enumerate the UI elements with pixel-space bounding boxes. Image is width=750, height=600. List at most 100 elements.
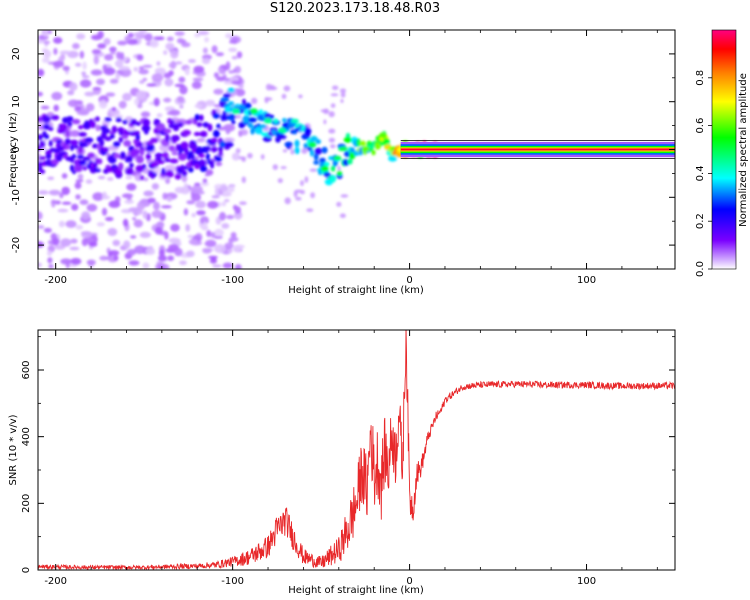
ridge-blob <box>78 159 87 166</box>
ridge-blob <box>248 117 257 123</box>
noise-blob <box>168 244 179 251</box>
ridge-blob <box>198 153 205 158</box>
noise-blob <box>111 107 117 112</box>
noise-blob <box>213 235 223 239</box>
noise-blob <box>336 201 342 207</box>
ridge-blob <box>214 156 223 162</box>
noise-blob <box>113 114 124 119</box>
ridge-blob <box>333 155 342 161</box>
ridge-blob <box>93 162 98 170</box>
noise-blob <box>191 81 202 89</box>
noise-blob <box>156 36 165 41</box>
noise-blob <box>231 80 242 85</box>
noise-blob <box>136 54 144 61</box>
noise-blob <box>224 199 230 203</box>
noise-blob <box>309 168 318 172</box>
x-tick-label: 100 <box>577 576 596 587</box>
noise-blob <box>228 47 238 52</box>
noise-blob <box>43 227 52 233</box>
noise-blob <box>86 203 98 212</box>
noise-blob <box>306 208 314 212</box>
ridge-blob <box>65 143 70 150</box>
noise-blob <box>186 250 195 258</box>
noise-blob <box>225 127 231 135</box>
ridge-blob <box>169 158 179 164</box>
noise-blob <box>43 49 52 59</box>
ridge-blob <box>185 119 193 125</box>
ridge-blob <box>205 153 210 161</box>
noise-blob <box>211 256 217 261</box>
noise-blob <box>219 70 226 75</box>
noise-blob <box>199 216 209 225</box>
ridge-blob <box>199 130 208 138</box>
ridge-blob <box>77 146 84 154</box>
noise-blob <box>177 96 185 103</box>
noise-blob <box>77 173 84 180</box>
noise-blob <box>151 210 163 219</box>
ridge-blob <box>122 119 128 125</box>
noise-blob <box>234 65 242 74</box>
noise-blob <box>330 93 339 97</box>
ridge-blob <box>247 122 253 129</box>
ridge-blob <box>47 126 54 131</box>
noise-blob <box>101 207 108 216</box>
ridge-blob <box>77 154 84 160</box>
noise-blob <box>90 232 98 236</box>
ridge-blob <box>90 121 96 129</box>
y-tick-label: 20 <box>11 48 22 61</box>
noise-blob <box>163 72 172 79</box>
noise-blob <box>227 249 233 253</box>
noise-blob <box>90 69 103 76</box>
ridge-blob <box>347 158 353 165</box>
noise-blob <box>154 67 166 76</box>
ridge-blob <box>39 140 46 148</box>
ridge-blob <box>303 143 308 149</box>
noise-blob <box>112 239 121 247</box>
x-tick-label: -100 <box>221 275 244 286</box>
ridge-blob <box>74 163 83 172</box>
ridge-blob <box>210 161 215 169</box>
noise-blob <box>223 137 235 143</box>
noise-blob <box>210 232 216 238</box>
noise-blob <box>124 35 131 42</box>
noise-blob <box>193 65 205 74</box>
noise-blob <box>47 257 53 264</box>
band-layer <box>400 148 675 151</box>
noise-blob <box>187 234 194 239</box>
noise-blob <box>38 68 45 77</box>
noise-blob <box>330 144 336 149</box>
ridge-blob <box>242 98 246 106</box>
colorbar-tick-label: 0.2 <box>695 213 706 229</box>
ridge-blob <box>321 146 328 154</box>
ridge-blob <box>356 139 361 147</box>
noise-blob <box>214 187 219 196</box>
ridge-blob <box>179 164 185 172</box>
noise-blob <box>298 94 303 99</box>
ridge-blob <box>161 167 166 176</box>
ridge-blob <box>157 159 165 165</box>
ridge-blob <box>123 130 131 136</box>
noise-blob <box>204 173 211 177</box>
noise-blob <box>143 177 149 182</box>
noise-blob <box>162 97 172 103</box>
noise-blob <box>134 98 140 106</box>
noise-blob <box>194 33 201 38</box>
noise-blob <box>195 200 207 209</box>
ridge-blob <box>102 147 109 153</box>
ridge-blob <box>336 170 343 176</box>
noise-blob <box>174 186 185 194</box>
noise-blob <box>247 152 253 159</box>
ridge-blob <box>349 147 355 153</box>
noise-blob <box>38 190 49 195</box>
noise-blob <box>48 264 54 269</box>
ridge-blob <box>224 141 234 147</box>
noise-blob <box>146 83 157 87</box>
ridge-blob <box>182 129 192 136</box>
noise-blob <box>222 262 233 269</box>
snr-plot-area <box>38 330 675 570</box>
noise-blob <box>52 60 65 68</box>
noise-blob <box>328 137 336 143</box>
noise-blob <box>179 104 184 109</box>
noise-blob <box>339 213 346 218</box>
noise-blob <box>57 208 69 213</box>
